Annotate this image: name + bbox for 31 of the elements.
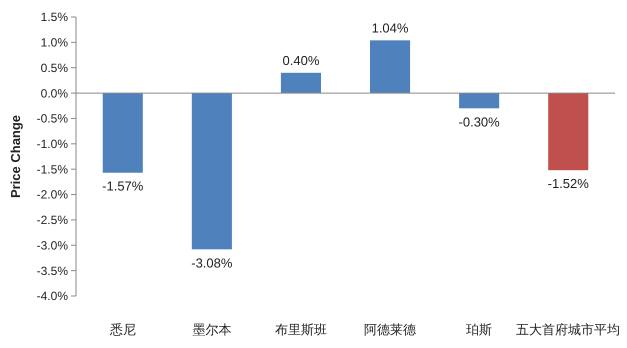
y-tick-label: -2.0% (36, 188, 68, 202)
x-tick-label: 悉尼 (108, 322, 136, 337)
bar (370, 40, 410, 94)
bar (548, 93, 588, 170)
data-label: 1.04% (372, 20, 409, 36)
x-tick-label: 珀斯 (466, 322, 492, 337)
bar (280, 72, 321, 94)
y-tick-label: -4.0% (36, 289, 68, 304)
data-label: -1.57% (102, 178, 144, 194)
data-label: -3.08% (191, 255, 233, 270)
data-label: -1.52% (548, 176, 590, 192)
y-tick-label: 1.0% (40, 36, 68, 50)
y-tick-label: -1.0% (36, 137, 68, 152)
data-label: -0.30% (458, 114, 500, 130)
y-tick-label: -0.5% (36, 112, 68, 126)
y-tick-label: -3.5% (36, 264, 68, 278)
y-tick-label: -1.5% (36, 162, 68, 176)
x-tick-label: 布里斯班 (274, 322, 327, 337)
bar (459, 93, 500, 108)
x-tick-label: 墨尔本 (192, 322, 232, 337)
y-tick-label: -2.5% (36, 213, 68, 228)
y-tick-label: -3.0% (36, 238, 68, 252)
y-axis-title: Price Change (8, 114, 23, 198)
y-tick-label: 1.5% (40, 10, 68, 24)
bar (192, 93, 232, 250)
x-tick-label: 阿德莱德 (364, 322, 416, 337)
data-label: 0.40% (282, 52, 320, 68)
x-tick-label: 五大首府城市平均 (516, 322, 620, 337)
y-tick-label: 0.0% (40, 86, 68, 100)
bar (102, 93, 143, 173)
y-tick-label: 0.5% (40, 60, 68, 75)
